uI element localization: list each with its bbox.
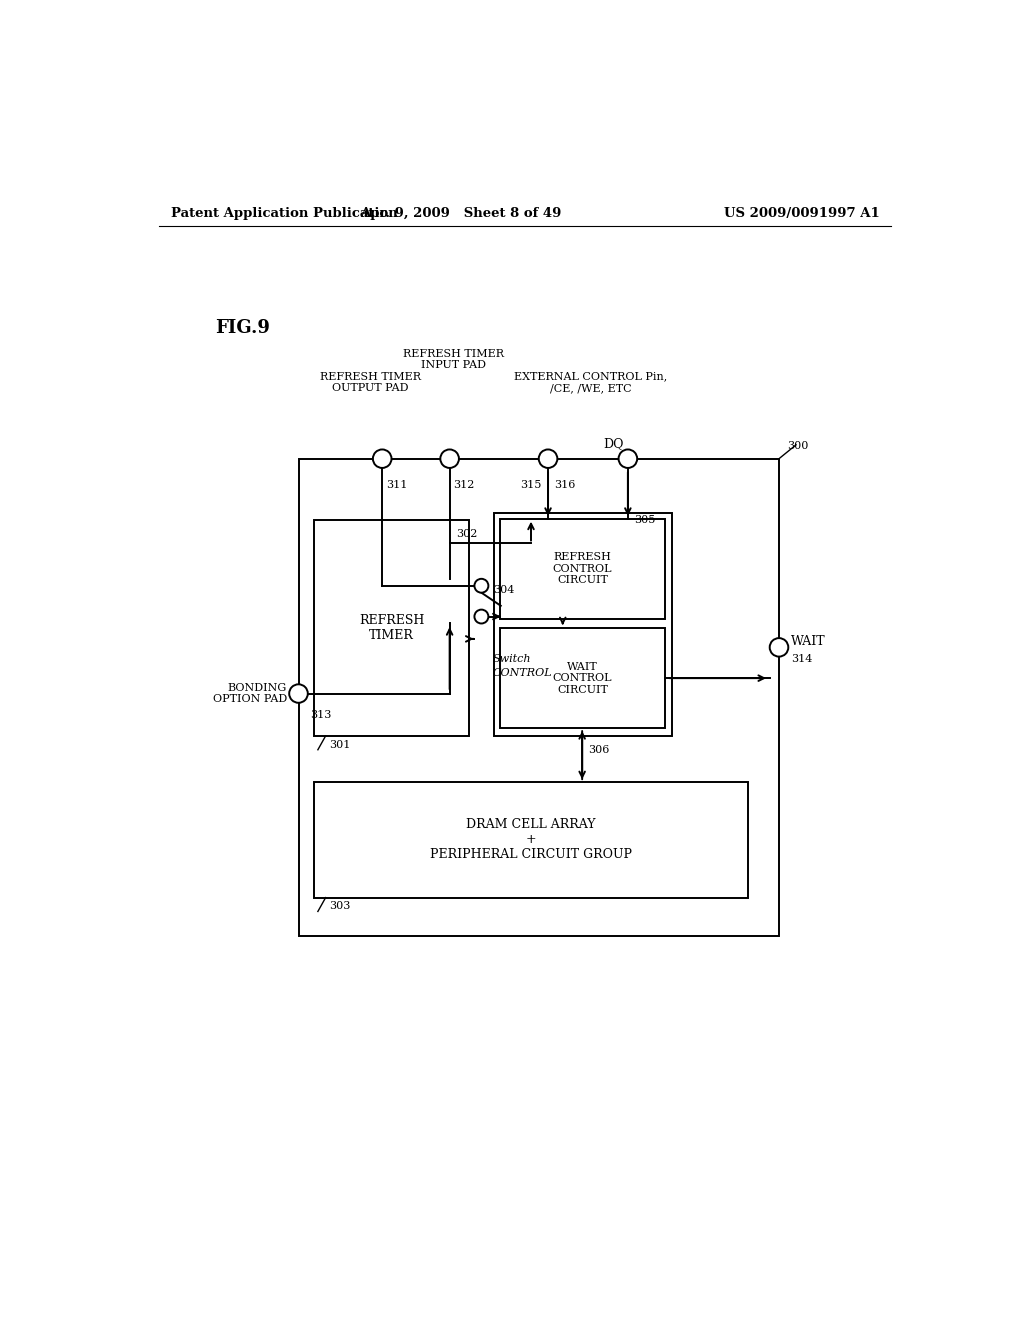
- Circle shape: [440, 449, 459, 469]
- Text: WAIT
CONTROL
CIRCUIT: WAIT CONTROL CIRCUIT: [553, 661, 612, 694]
- Circle shape: [618, 449, 637, 469]
- Bar: [500, 628, 665, 729]
- Text: DQ: DQ: [603, 437, 624, 450]
- Text: REFRESH
CONTROL
CIRCUIT: REFRESH CONTROL CIRCUIT: [553, 552, 612, 585]
- Text: REFRESH TIMER
INPUT PAD: REFRESH TIMER INPUT PAD: [403, 348, 504, 370]
- Text: 303: 303: [330, 902, 351, 911]
- Text: Switch: Switch: [493, 653, 531, 664]
- Bar: [314, 781, 748, 898]
- Bar: [500, 519, 665, 619]
- Bar: [494, 512, 672, 737]
- Bar: [299, 459, 779, 936]
- Circle shape: [539, 449, 557, 469]
- Text: REFRESH TIMER
OUTPUT PAD: REFRESH TIMER OUTPUT PAD: [321, 372, 421, 393]
- Text: 301: 301: [330, 739, 351, 750]
- Text: CONTROL: CONTROL: [493, 668, 553, 677]
- Text: Patent Application Publication: Patent Application Publication: [171, 207, 397, 220]
- Text: BONDING
OPTION PAD: BONDING OPTION PAD: [213, 682, 287, 705]
- Text: 304: 304: [493, 585, 514, 594]
- Text: 312: 312: [454, 480, 475, 490]
- Circle shape: [474, 578, 488, 593]
- Text: DRAM CELL ARRAY
+
PERIPHERAL CIRCUIT GROUP: DRAM CELL ARRAY + PERIPHERAL CIRCUIT GRO…: [430, 818, 632, 862]
- Text: Apr. 9, 2009   Sheet 8 of 49: Apr. 9, 2009 Sheet 8 of 49: [360, 207, 562, 220]
- Text: 315: 315: [520, 480, 542, 490]
- Text: 300: 300: [786, 441, 808, 451]
- Text: 305: 305: [634, 515, 655, 525]
- Text: WAIT: WAIT: [791, 635, 825, 648]
- Text: REFRESH
TIMER: REFRESH TIMER: [358, 614, 424, 642]
- Text: 316: 316: [554, 480, 575, 490]
- Circle shape: [373, 449, 391, 469]
- Circle shape: [474, 610, 488, 623]
- Circle shape: [289, 684, 308, 702]
- Bar: [314, 520, 469, 737]
- Text: FIG.9: FIG.9: [215, 319, 269, 337]
- Text: 306: 306: [589, 744, 609, 755]
- Text: 314: 314: [791, 653, 812, 664]
- Text: 311: 311: [386, 480, 408, 490]
- Text: 302: 302: [456, 529, 477, 539]
- Text: US 2009/0091997 A1: US 2009/0091997 A1: [724, 207, 880, 220]
- Circle shape: [770, 638, 788, 656]
- Text: 313: 313: [310, 710, 332, 721]
- Text: EXTERNAL CONTROL Pin,
/CE, /WE, ETC: EXTERNAL CONTROL Pin, /CE, /WE, ETC: [514, 372, 668, 393]
